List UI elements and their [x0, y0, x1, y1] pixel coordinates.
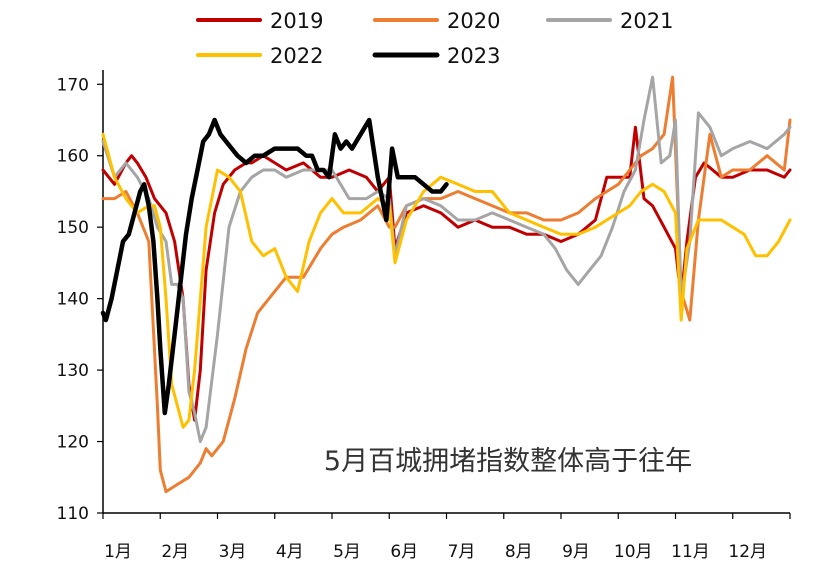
x-tick-label: 1月 [104, 542, 132, 562]
chart-annotation: 5月百城拥堵指数整体高于往年 [324, 446, 692, 477]
x-tick-label: 3月 [219, 542, 247, 562]
x-tick-label: 8月 [505, 542, 533, 562]
x-tick-label: 4月 [276, 542, 304, 562]
x-tick-label: 2月 [161, 542, 189, 562]
y-tick-label: 120 [57, 433, 89, 453]
series-lines [100, 75, 792, 494]
series-line-2021 [101, 75, 792, 443]
series-line-2022 [101, 132, 792, 429]
legend-label-2019: 2019 [270, 9, 323, 33]
series-line-2019 [101, 125, 792, 422]
y-tick-label: 110 [57, 504, 89, 524]
series-line-2023 [100, 117, 449, 416]
x-tick-label: 12月 [728, 542, 767, 562]
legend-label-2021: 2021 [620, 9, 673, 33]
y-tick-label: 130 [57, 361, 89, 381]
x-tick-label: 9月 [562, 542, 590, 562]
y-axis: 110 120 130 140 150 160 170 [57, 70, 104, 524]
y-tick-label: 150 [57, 218, 89, 238]
y-tick-label: 140 [57, 290, 89, 310]
x-tick-label: 7月 [448, 542, 476, 562]
legend-label-2020: 2020 [447, 9, 500, 33]
legend-label-2022: 2022 [270, 44, 323, 68]
x-tick-label: 11月 [671, 542, 710, 562]
legend-label-2023: 2023 [447, 44, 500, 68]
x-tick-label: 5月 [333, 542, 361, 562]
y-tick-label: 170 [57, 75, 89, 95]
x-axis: 1月 2月 3月 4月 5月 6月 7月 8月 9月 10月 11月 12月 [102, 512, 791, 562]
y-tick-label: 160 [57, 147, 89, 167]
legend: 2019 2020 2021 2022 2023 [196, 9, 673, 68]
x-tick-label: 10月 [614, 542, 653, 562]
x-tick-label: 6月 [390, 542, 418, 562]
